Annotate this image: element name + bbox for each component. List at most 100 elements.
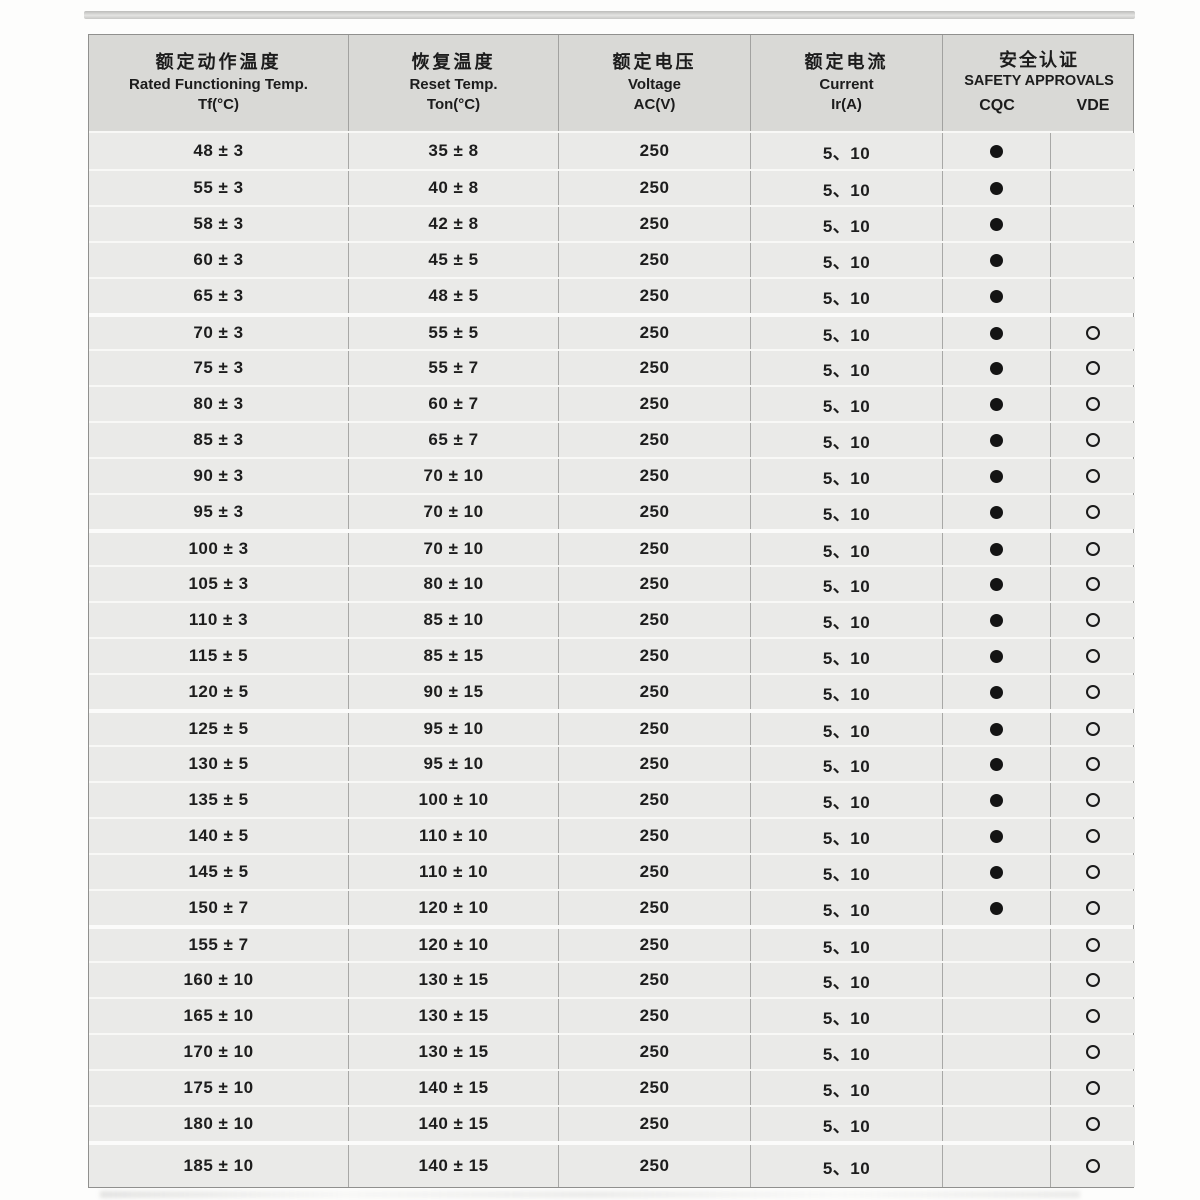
- cell-reset-temp: 35 ± 8: [349, 133, 559, 169]
- cell-current: 5、10: [751, 747, 943, 781]
- cell-rated-functioning-temp: 70 ± 3: [89, 317, 349, 349]
- cell-cqc-approval: [943, 495, 1051, 529]
- cell-reset-temp: 140 ± 15: [349, 1107, 559, 1141]
- cell-cqc-approval: [943, 207, 1051, 241]
- cell-voltage: 250: [559, 495, 751, 529]
- cell-cqc-approval: [943, 713, 1051, 745]
- cell-cqc-approval: [943, 459, 1051, 493]
- cell-current: 5、10: [751, 639, 943, 673]
- cell-vde-approval: [1051, 1107, 1135, 1141]
- cell-vde-approval: [1051, 351, 1135, 385]
- cell-reset-temp: 55 ± 5: [349, 317, 559, 349]
- header-reset-temp: 恢复温度 Reset Temp. Ton(°C): [349, 35, 559, 131]
- cqc-approved-filled-circle-icon: [990, 181, 1003, 195]
- cell-rated-functioning-temp: 145 ± 5: [89, 855, 349, 889]
- table-row: 85 ± 3 65 ± 7 250 5、10: [89, 421, 1135, 457]
- cell-current: 5、10: [751, 243, 943, 277]
- vde-approved-open-circle-icon: [1086, 505, 1100, 519]
- cell-voltage: 250: [559, 929, 751, 961]
- table-row: 60 ± 3 45 ± 5 250 5、10: [89, 241, 1135, 277]
- cell-vde-approval: [1051, 459, 1135, 493]
- cell-vde-approval: [1051, 1145, 1135, 1187]
- cell-reset-temp: 120 ± 10: [349, 891, 559, 925]
- cell-vde-approval: [1051, 1035, 1135, 1069]
- table-row: 75 ± 3 55 ± 7 250 5、10: [89, 349, 1135, 385]
- cell-cqc-approval: [943, 133, 1051, 169]
- cell-voltage: 250: [559, 317, 751, 349]
- header-current-en: Current: [819, 75, 874, 93]
- cell-cqc-approval: [943, 423, 1051, 457]
- cell-reset-temp: 95 ± 10: [349, 713, 559, 745]
- table-row: 150 ± 7 120 ± 10 250 5、10: [89, 889, 1135, 925]
- header-current: 额定电流 Current Ir(A): [751, 35, 943, 131]
- cqc-approved-filled-circle-icon: [990, 433, 1003, 447]
- header-rated-temp-zh: 额定动作温度: [155, 52, 282, 73]
- cqc-approved-filled-circle-icon: [990, 469, 1003, 483]
- cell-cqc-approval: [943, 819, 1051, 853]
- cell-rated-functioning-temp: 110 ± 3: [89, 603, 349, 637]
- table-row: 140 ± 5 110 ± 10 250 5、10: [89, 817, 1135, 853]
- vde-approved-open-circle-icon: [1086, 577, 1100, 591]
- header-rated-temp-unit: Tf(°C): [198, 96, 239, 114]
- cell-voltage: 250: [559, 171, 751, 205]
- table-row: 170 ± 10 130 ± 15 250 5、10: [89, 1033, 1135, 1069]
- cell-current: 5、10: [751, 999, 943, 1033]
- cell-rated-functioning-temp: 60 ± 3: [89, 243, 349, 277]
- cell-current: 5、10: [751, 533, 943, 565]
- cell-cqc-approval: [943, 999, 1051, 1033]
- cell-current: 5、10: [751, 1145, 943, 1187]
- header-voltage-zh: 额定电压: [612, 52, 697, 73]
- cell-voltage: 250: [559, 783, 751, 817]
- cell-cqc-approval: [943, 929, 1051, 961]
- cqc-approved-filled-circle-icon: [990, 757, 1003, 771]
- vde-approved-open-circle-icon: [1086, 685, 1100, 699]
- cqc-approved-filled-circle-icon: [990, 253, 1003, 267]
- vde-approved-open-circle-icon: [1086, 361, 1100, 375]
- table-row: 105 ± 3 80 ± 10 250 5、10: [89, 565, 1135, 601]
- cell-current: 5、10: [751, 1071, 943, 1105]
- cell-vde-approval: [1051, 207, 1135, 241]
- cell-cqc-approval: [943, 603, 1051, 637]
- table-row: 115 ± 5 85 ± 15 250 5、10: [89, 637, 1135, 673]
- cell-voltage: 250: [559, 243, 751, 277]
- cell-current: 5、10: [751, 207, 943, 241]
- cell-reset-temp: 140 ± 15: [349, 1145, 559, 1187]
- cell-rated-functioning-temp: 125 ± 5: [89, 713, 349, 745]
- cell-cqc-approval: [943, 783, 1051, 817]
- table-row: 185 ± 10 140 ± 15 250 5、10: [89, 1141, 1135, 1187]
- vde-approved-open-circle-icon: [1086, 829, 1100, 843]
- vde-approved-open-circle-icon: [1086, 938, 1100, 952]
- table-body: 48 ± 3 35 ± 8 250 5、10 55 ± 3 40 ± 8 250…: [89, 133, 1135, 1187]
- vde-approved-open-circle-icon: [1086, 542, 1100, 556]
- cell-current: 5、10: [751, 783, 943, 817]
- cell-rated-functioning-temp: 165 ± 10: [89, 999, 349, 1033]
- cell-vde-approval: [1051, 963, 1135, 997]
- cell-current: 5、10: [751, 891, 943, 925]
- cell-reset-temp: 85 ± 10: [349, 603, 559, 637]
- cell-current: 5、10: [751, 133, 943, 169]
- cqc-approved-filled-circle-icon: [990, 144, 1003, 158]
- cell-reset-temp: 80 ± 10: [349, 567, 559, 601]
- cell-cqc-approval: [943, 567, 1051, 601]
- header-reset-temp-unit: Ton(°C): [426, 96, 481, 114]
- cell-reset-temp: 65 ± 7: [349, 423, 559, 457]
- cell-vde-approval: [1051, 279, 1135, 313]
- cell-rated-functioning-temp: 100 ± 3: [89, 533, 349, 565]
- cell-voltage: 250: [559, 891, 751, 925]
- vde-approved-open-circle-icon: [1086, 722, 1100, 736]
- table-row: 135 ± 5 100 ± 10 250 5、10: [89, 781, 1135, 817]
- cell-vde-approval: [1051, 387, 1135, 421]
- cell-cqc-approval: [943, 855, 1051, 889]
- vde-approved-open-circle-icon: [1086, 1081, 1100, 1095]
- vde-approved-open-circle-icon: [1086, 613, 1100, 627]
- cell-cqc-approval: [943, 963, 1051, 997]
- cqc-approved-filled-circle-icon: [990, 649, 1003, 663]
- cell-voltage: 250: [559, 639, 751, 673]
- cell-voltage: 250: [559, 747, 751, 781]
- cell-reset-temp: 70 ± 10: [349, 533, 559, 565]
- cell-voltage: 250: [559, 387, 751, 421]
- cell-reset-temp: 110 ± 10: [349, 819, 559, 853]
- cell-vde-approval: [1051, 855, 1135, 889]
- cell-vde-approval: [1051, 171, 1135, 205]
- vde-approved-open-circle-icon: [1086, 326, 1100, 340]
